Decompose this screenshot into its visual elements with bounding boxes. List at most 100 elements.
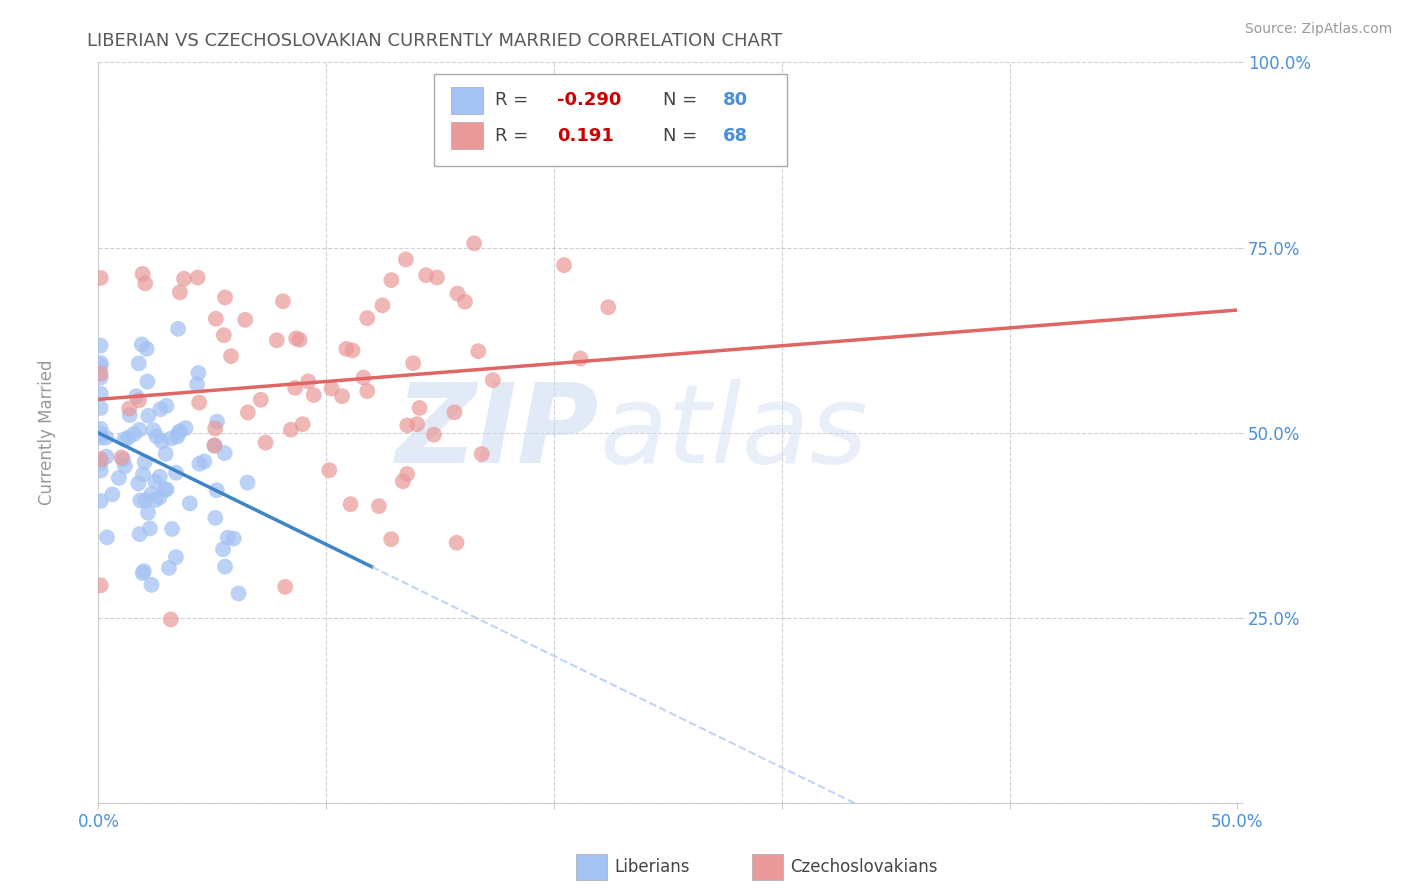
Point (108, 471, 131, 485)
Point (204, 421, 226, 435)
Point (114, 433, 136, 447)
Point (396, 418, 419, 433)
Point (212, 328, 235, 343)
Point (150, 434, 173, 449)
Text: Czechoslovakians: Czechoslovakians (790, 858, 938, 876)
Point (408, 401, 430, 415)
Point (128, 423, 150, 437)
Text: Source: ZipAtlas.com: Source: ZipAtlas.com (1244, 22, 1392, 37)
Text: R =: R = (495, 127, 534, 145)
Text: atlas: atlas (599, 379, 868, 486)
Point (90, 422, 112, 436)
Point (233, 313, 256, 327)
Point (132, 467, 155, 482)
Point (415, 268, 437, 282)
Point (205, 483, 228, 498)
Point (356, 384, 378, 398)
Point (356, 311, 378, 326)
Point (90, 338, 112, 352)
Point (94, 431, 117, 445)
Text: Liberians: Liberians (614, 858, 690, 876)
Point (467, 344, 489, 359)
Point (135, 342, 157, 356)
Text: 80: 80 (723, 91, 748, 109)
Point (318, 463, 340, 477)
Point (446, 535, 468, 549)
Point (188, 395, 211, 409)
Point (125, 389, 148, 403)
Point (155, 447, 177, 461)
Point (288, 333, 311, 347)
Point (193, 454, 215, 468)
Point (127, 476, 149, 491)
Point (165, 466, 187, 480)
Point (205, 311, 228, 326)
Point (249, 392, 271, 407)
Point (148, 491, 170, 505)
Point (188, 457, 211, 471)
Point (90, 271, 112, 285)
Point (187, 366, 209, 380)
Point (145, 429, 167, 443)
Point (335, 342, 357, 356)
Point (454, 294, 477, 309)
Point (90, 367, 112, 381)
FancyBboxPatch shape (434, 73, 787, 166)
Point (90, 359, 112, 373)
Point (90, 463, 112, 477)
Point (471, 447, 494, 461)
Point (396, 467, 419, 481)
Point (101, 487, 124, 501)
Point (204, 438, 226, 452)
Point (426, 270, 449, 285)
Point (156, 483, 179, 497)
Point (395, 252, 418, 267)
Point (446, 286, 468, 301)
Point (155, 399, 177, 413)
Point (111, 452, 134, 467)
FancyBboxPatch shape (451, 87, 484, 113)
Point (169, 424, 191, 438)
Text: R =: R = (495, 91, 534, 109)
Point (165, 550, 187, 565)
Point (145, 492, 167, 507)
Point (90, 401, 112, 415)
Point (228, 586, 250, 600)
Point (129, 493, 152, 508)
Point (204, 511, 226, 525)
Point (254, 435, 277, 450)
Point (160, 522, 183, 536)
Point (90, 456, 112, 470)
Point (118, 408, 141, 422)
Point (131, 337, 153, 351)
Point (302, 388, 325, 402)
Point (380, 273, 402, 287)
Point (266, 333, 288, 347)
Point (217, 531, 239, 545)
Text: Currently Married: Currently Married (38, 359, 56, 506)
Point (280, 423, 302, 437)
Point (285, 331, 308, 345)
Point (553, 258, 575, 272)
Point (174, 421, 197, 435)
Point (380, 532, 402, 546)
Point (118, 401, 141, 416)
Point (132, 564, 155, 578)
Point (371, 298, 394, 312)
Point (167, 322, 190, 336)
Point (214, 559, 236, 574)
Point (271, 294, 294, 309)
Point (598, 300, 620, 314)
Text: 68: 68 (723, 127, 748, 145)
Point (236, 475, 259, 490)
Point (402, 356, 425, 370)
Point (443, 405, 465, 419)
FancyBboxPatch shape (451, 122, 484, 149)
Point (406, 417, 429, 431)
Point (392, 475, 415, 489)
Point (284, 381, 307, 395)
Point (134, 277, 156, 291)
Text: -0.290: -0.290 (557, 91, 621, 109)
Point (90, 578, 112, 592)
Point (569, 351, 592, 366)
